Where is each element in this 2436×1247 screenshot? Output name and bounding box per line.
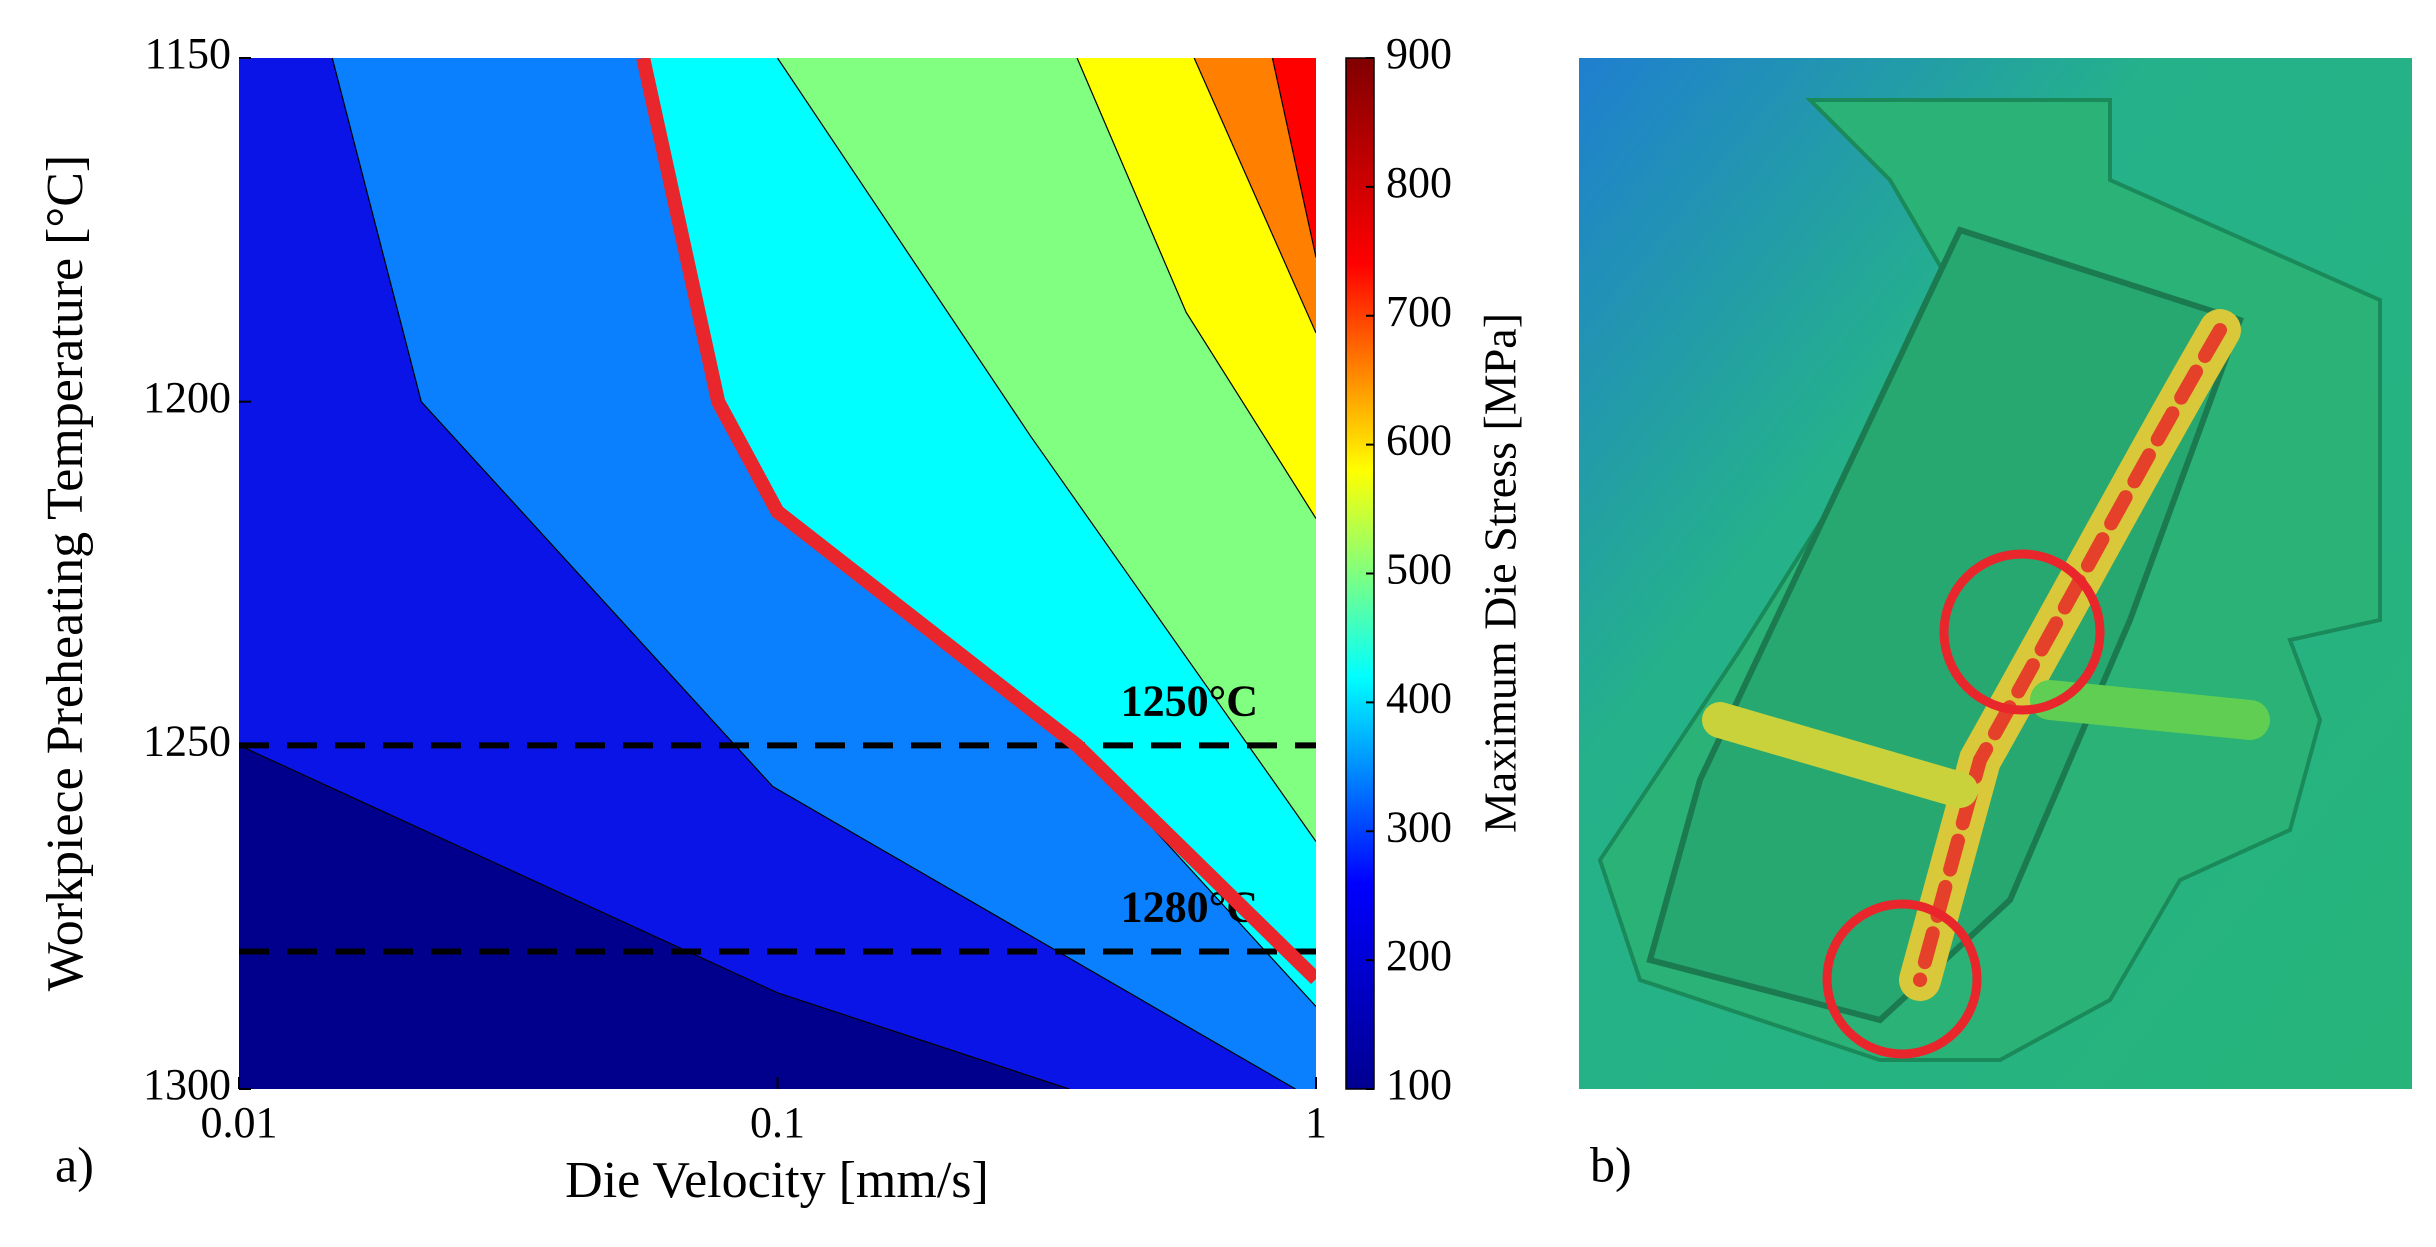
y-tick-label: 1150 [145, 29, 231, 78]
x-axis-label: Die Velocity [mm/s] [565, 1152, 989, 1209]
colorbar-tick-label: 600 [1386, 416, 1452, 465]
contour-fill [239, 58, 1296, 1089]
colorbar-tick-label: 800 [1386, 158, 1452, 207]
colorbar-tick-label: 900 [1386, 29, 1452, 78]
contour-line [239, 744, 1070, 1089]
colorbar-label: Maximum Die Stress [MPa] [1475, 313, 1526, 833]
colorbar-tick-label: 100 [1386, 1060, 1452, 1109]
contour-line [331, 58, 1296, 1089]
contour-line [1193, 58, 1316, 334]
highlight-circle [1939, 549, 2105, 715]
panel-label: b) [1590, 1136, 1632, 1192]
die-render [1579, 58, 2412, 1089]
reference-label: 1250°C [1121, 676, 1258, 725]
branch-stress [1702, 702, 1978, 808]
contour-line [777, 58, 1316, 842]
colorbar-tick-label: 200 [1386, 931, 1452, 980]
y-tick-label: 1200 [143, 373, 231, 422]
colorbar-tick-label: 700 [1386, 287, 1452, 336]
colorbar-tick-label: 300 [1386, 802, 1452, 851]
limit-line [636, 58, 1316, 985]
contour-line [1076, 58, 1316, 519]
x-tick-label: 0.01 [201, 1098, 278, 1147]
contour-fill [239, 58, 1070, 1089]
colorbar-tick-label: 400 [1386, 673, 1452, 722]
colorbar-tick-label: 500 [1386, 545, 1452, 594]
x-tick-label: 1 [1305, 1098, 1327, 1147]
highlight-circle [1822, 899, 1982, 1059]
y-axis-label: Workpiece Preheating Temperature [°C] [37, 155, 94, 991]
contour-line [1271, 58, 1316, 258]
y-tick-label: 1300 [143, 1060, 231, 1109]
contour-fills [239, 58, 1316, 1089]
y-tick-label: 1250 [143, 716, 231, 765]
side-rib [2030, 680, 2270, 740]
panel-label: a) [55, 1136, 94, 1192]
x-tick-label: 0.1 [750, 1098, 805, 1147]
